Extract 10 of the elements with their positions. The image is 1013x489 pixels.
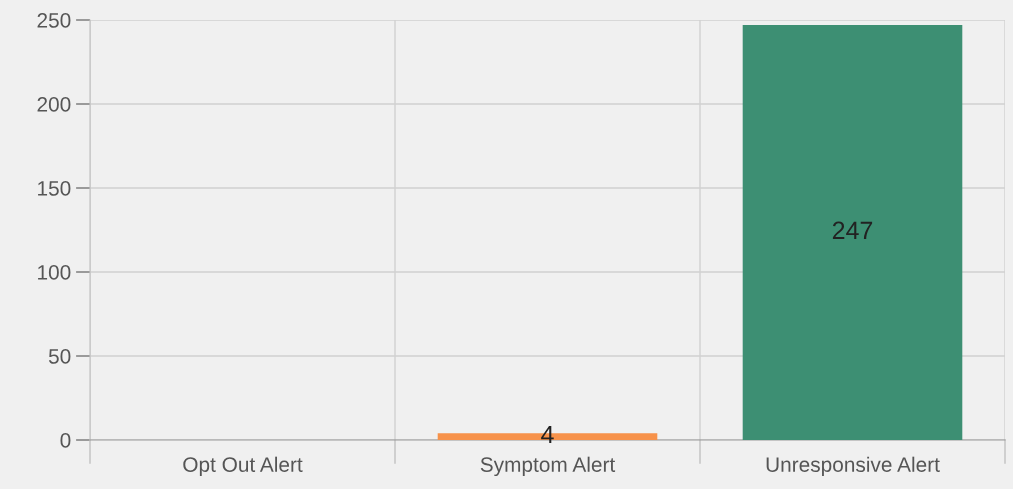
y-tick-label: 200 (37, 97, 71, 112)
y-tick-label: 150 (38, 181, 71, 196)
y-tick-label: 0 (60, 433, 71, 448)
y-tick-label: 50 (48, 349, 71, 364)
y-tick-label: 250 (37, 13, 71, 28)
data-label: 247 (832, 221, 873, 239)
x-tick-label: Opt Out Alert (183, 456, 303, 477)
y-tick-label: 100 (38, 265, 71, 280)
x-tick-label: Unresponsive Alert (766, 456, 940, 477)
x-tick-label: Symptom Alert (480, 456, 616, 477)
